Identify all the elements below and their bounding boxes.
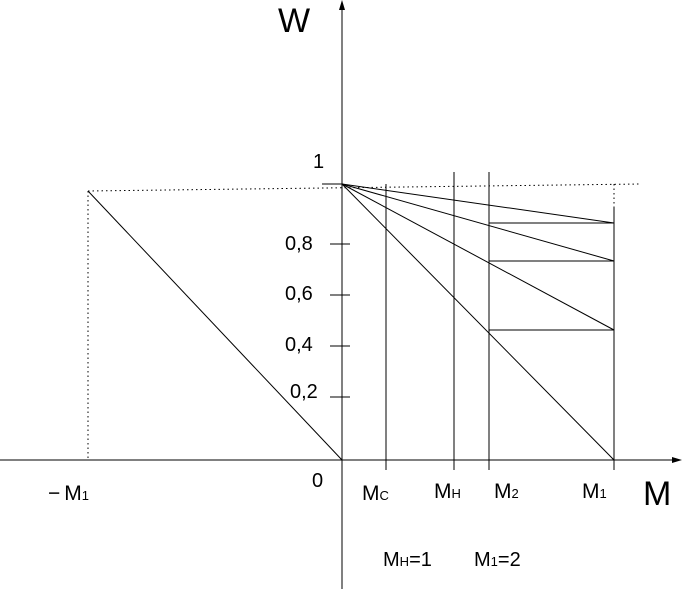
x-axis-arrow [672, 457, 682, 463]
characteristic-line-1 [341, 183, 615, 224]
braking-characteristic-line [87, 190, 343, 461]
x-marker-label-m2: M2 [494, 480, 519, 503]
y-tick-label-1: 1 [313, 151, 324, 173]
x-marker-label-mc: MC [362, 482, 389, 505]
annotation-mh: MH=1 [383, 549, 432, 571]
characteristic-line-3 [341, 183, 615, 331]
characteristic-line-2 [341, 183, 615, 262]
y-tick-label-0-8: 0,8 [285, 233, 313, 255]
dotted-top-guide [87, 183, 641, 192]
y-tick-label-0-4: 0,4 [285, 334, 313, 356]
y-axis-arrow [339, 0, 345, 10]
annotation-m1: M1=2 [474, 549, 521, 571]
x-marker-label-m1: M1 [582, 480, 607, 503]
y-axis-label: W [278, 2, 310, 40]
natural-characteristic-line [341, 183, 615, 461]
y-tick-label-0-2: 0,2 [290, 381, 318, 403]
origin-label: 0 [312, 470, 323, 492]
y-tick-label-0-6: 0,6 [285, 283, 313, 305]
x-marker-label-mh: MH [434, 480, 461, 503]
x-marker-label-neg-m1: − M1 [48, 482, 89, 505]
x-axis-label: M [643, 475, 671, 513]
